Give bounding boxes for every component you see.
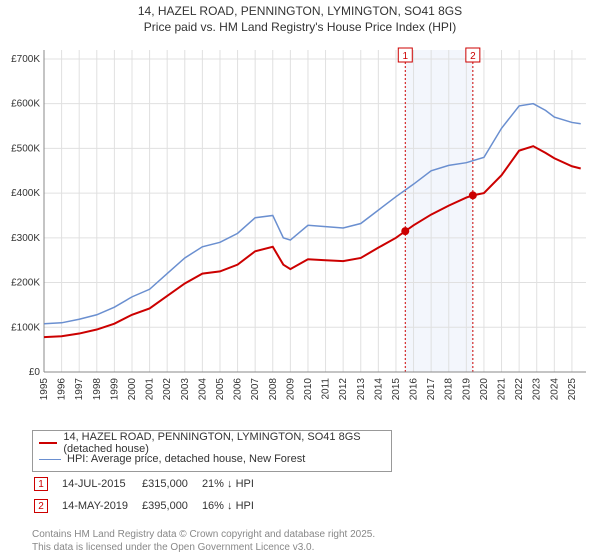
legend-swatch [39,442,57,444]
attribution-line: This data is licensed under the Open Gov… [32,542,375,555]
svg-text:1996: 1996 [57,378,68,401]
svg-text:2013: 2013 [356,378,367,401]
svg-text:£200K: £200K [11,278,40,289]
marker-date: 14-JUL-2015 [62,474,140,494]
svg-text:2022: 2022 [514,378,525,401]
marker-delta: 21% ↓ HPI [202,474,266,494]
svg-text:2021: 2021 [497,378,508,401]
marker-table: 1 14-JUL-2015 £315,000 21% ↓ HPI 2 14-MA… [32,472,268,518]
svg-text:2: 2 [470,51,476,62]
svg-text:2016: 2016 [409,378,420,401]
marker-badge: 1 [34,477,48,491]
table-row: 1 14-JUL-2015 £315,000 21% ↓ HPI [34,474,266,494]
svg-text:£100K: £100K [11,322,40,333]
svg-text:1: 1 [402,51,408,62]
svg-text:1997: 1997 [74,378,85,401]
svg-text:2015: 2015 [391,378,402,401]
legend-label: 14, HAZEL ROAD, PENNINGTON, LYMINGTON, S… [63,431,385,455]
chart-subtitle: Price paid vs. HM Land Registry's House … [0,20,600,34]
marker-delta: 16% ↓ HPI [202,496,266,516]
chart-title: 14, HAZEL ROAD, PENNINGTON, LYMINGTON, S… [0,0,600,20]
table-row: 2 14-MAY-2019 £395,000 16% ↓ HPI [34,496,266,516]
legend-row: 14, HAZEL ROAD, PENNINGTON, LYMINGTON, S… [39,435,385,451]
svg-text:2011: 2011 [321,378,332,400]
svg-text:£700K: £700K [11,54,40,65]
svg-text:2025: 2025 [567,378,578,401]
chart-svg: £0 £100K £200K £300K £400K £500K £600K £700K 199… [10,42,590,412]
svg-text:2001: 2001 [145,378,156,401]
svg-text:2007: 2007 [250,378,261,401]
svg-text:2023: 2023 [532,378,543,401]
svg-text:£0: £0 [29,367,41,378]
svg-text:£300K: £300K [11,233,40,244]
svg-text:2009: 2009 [285,378,296,401]
marker-badge: 2 [34,499,48,513]
svg-text:2004: 2004 [197,378,208,401]
svg-text:£400K: £400K [11,188,40,199]
marker-date: 14-MAY-2019 [62,496,140,516]
svg-text:£600K: £600K [11,99,40,110]
svg-text:2019: 2019 [461,378,472,401]
svg-text:1998: 1998 [92,378,103,401]
svg-text:2020: 2020 [479,378,490,401]
legend-swatch [39,459,61,460]
svg-text:2017: 2017 [426,378,437,401]
svg-text:2014: 2014 [373,378,384,401]
legend: 14, HAZEL ROAD, PENNINGTON, LYMINGTON, S… [32,430,392,472]
marker-price: £395,000 [142,496,200,516]
svg-text:1995: 1995 [39,378,50,401]
svg-text:2000: 2000 [127,378,138,401]
legend-label: HPI: Average price, detached house, New … [67,453,305,465]
svg-text:2005: 2005 [215,378,226,401]
svg-text:2003: 2003 [180,378,191,401]
svg-text:2012: 2012 [338,378,349,401]
marker-price: £315,000 [142,474,200,494]
svg-text:2006: 2006 [233,378,244,401]
svg-text:2024: 2024 [549,378,560,401]
svg-text:2018: 2018 [444,378,455,401]
svg-text:2002: 2002 [162,378,173,401]
svg-text:2010: 2010 [303,378,314,401]
attribution-line: Contains HM Land Registry data © Crown c… [32,529,375,542]
svg-text:2008: 2008 [268,378,279,401]
svg-text:£500K: £500K [11,143,40,154]
chart-area: £0 £100K £200K £300K £400K £500K £600K £700K 199… [10,42,590,412]
svg-text:1999: 1999 [109,378,120,401]
attribution: Contains HM Land Registry data © Crown c… [32,529,375,554]
